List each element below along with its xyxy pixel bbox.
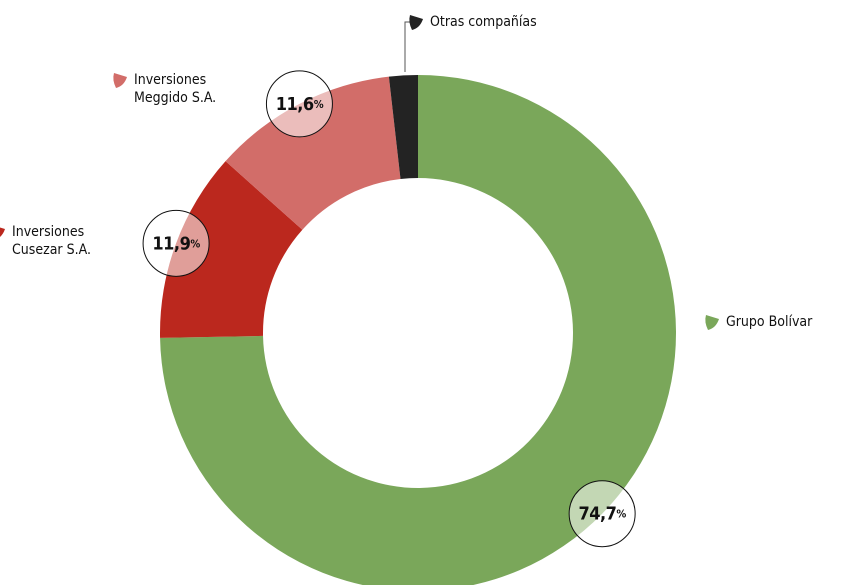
slice [225, 76, 401, 230]
value-label-badge [265, 70, 333, 138]
value-label: 11,9% [152, 233, 200, 254]
legend-marker [409, 15, 423, 30]
value-label: 74,7% [578, 504, 626, 525]
slice [388, 75, 418, 179]
legend-label: Inversiones Cusezar S.A. [12, 224, 91, 258]
legend-marker [113, 73, 127, 88]
legend-label: Otras compañías [430, 14, 537, 30]
legend-marker [705, 315, 719, 330]
legend-marker [0, 227, 5, 237]
slice [160, 161, 303, 338]
value-label-badge [142, 209, 210, 277]
value-label-badge [568, 480, 636, 548]
legend-label: Inversiones Meggido S.A. [134, 72, 216, 106]
slice [160, 75, 676, 585]
value-label: 11,6% [276, 94, 324, 115]
legend-label: Grupo Bolívar [726, 314, 813, 330]
